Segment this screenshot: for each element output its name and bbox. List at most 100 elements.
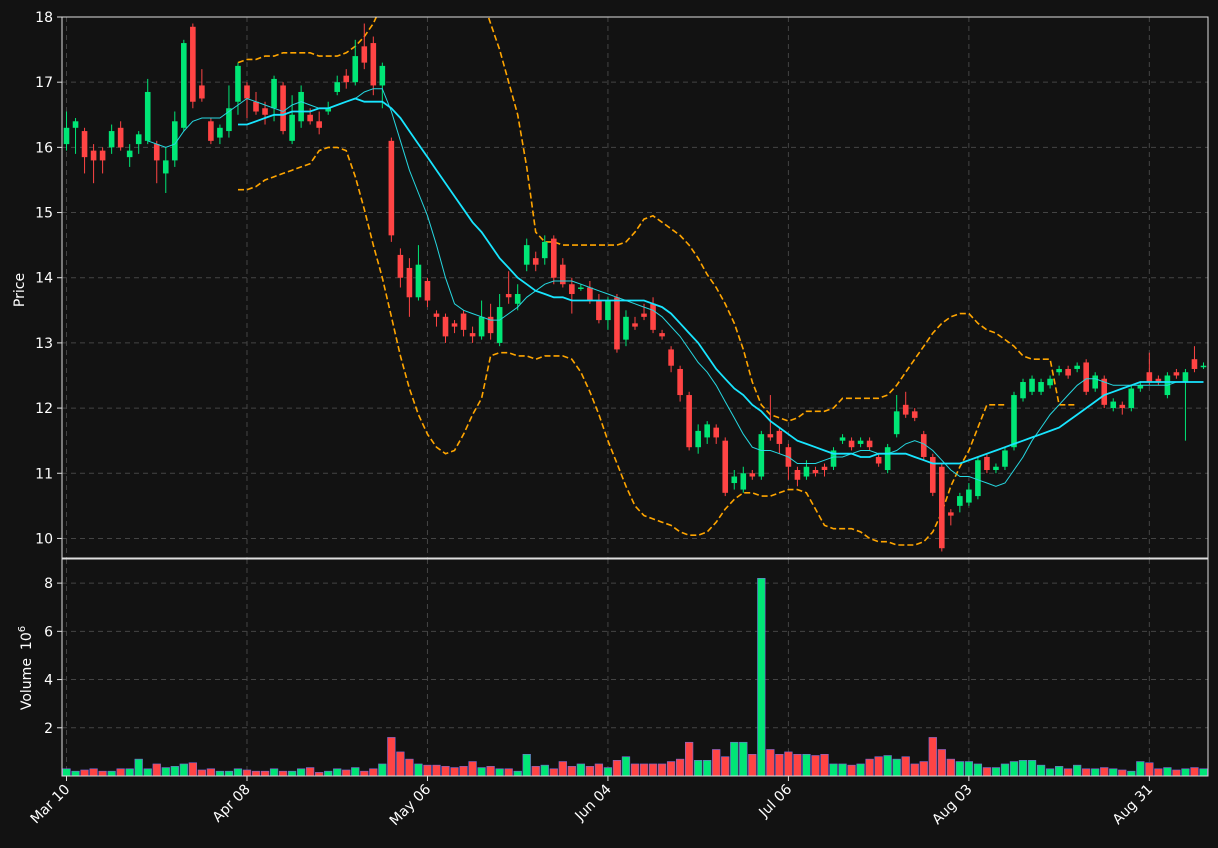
candle-body [379, 65, 386, 86]
candle-body [677, 368, 683, 396]
candle-body [957, 496, 963, 506]
candle-body [884, 447, 891, 471]
volume-bar [603, 767, 613, 777]
candle-body [1191, 359, 1198, 369]
volume-bar [513, 770, 522, 777]
volume-bar [793, 753, 802, 777]
candle-body [1200, 365, 1207, 368]
volume-bar [179, 763, 188, 777]
volume-bar [333, 768, 342, 777]
lower-band-line [238, 146, 1005, 546]
volume-axis-multiplier: 10 [19, 632, 35, 650]
volume-bar [1199, 768, 1208, 777]
candle-body [641, 313, 647, 317]
candle-body [280, 85, 286, 132]
volume-bar [1109, 768, 1118, 777]
candle-body [1137, 385, 1144, 389]
volume-bar [675, 758, 685, 777]
candle-body [514, 294, 521, 304]
candle-body [866, 440, 873, 448]
volume-bar [1082, 768, 1091, 777]
candle-body [199, 85, 205, 99]
candle-body [560, 264, 566, 285]
candle-body [1038, 382, 1044, 392]
volume-plot-frame [61, 558, 1209, 777]
volume-bar [973, 763, 983, 777]
volume-bar [188, 762, 197, 777]
volume-bar [1136, 761, 1145, 777]
candle-body [1182, 372, 1189, 383]
candle-body [388, 140, 395, 236]
price-y-tick-label: 13 [35, 336, 53, 352]
volume-bar [269, 768, 279, 777]
volume-bar [883, 755, 892, 777]
candle-body [90, 150, 97, 161]
volume-bar [107, 770, 116, 777]
candle-body [451, 323, 458, 327]
candle-body [469, 333, 476, 337]
candle-body [487, 316, 494, 334]
volume-bar [387, 737, 396, 777]
candle-body [984, 456, 990, 471]
volume-bar [703, 760, 712, 777]
volume-bar [369, 768, 378, 777]
candle-body [433, 313, 440, 317]
volume-bar [1073, 764, 1082, 777]
candle-body [875, 456, 882, 464]
x-tick-label: Aug 31 [1110, 782, 1156, 828]
candle-body [135, 134, 142, 145]
candle-body [343, 75, 350, 83]
candle-body [171, 121, 178, 161]
candle-body [162, 160, 169, 174]
candle-body [830, 450, 837, 467]
candle-body [740, 473, 747, 490]
candle-body [370, 43, 377, 86]
volume-bar [928, 737, 937, 777]
candle-body [605, 300, 611, 321]
volume-bar [802, 753, 811, 777]
candle-body [839, 437, 846, 441]
candle-body [532, 258, 539, 265]
candle-body [1002, 450, 1008, 467]
volume-bar [856, 763, 865, 777]
volume-bar [468, 761, 477, 777]
candle-body [993, 466, 999, 471]
volume-bar [666, 761, 676, 777]
candle-body [704, 424, 710, 438]
volume-bar [98, 770, 107, 777]
volume-bar [567, 766, 576, 777]
candle-body [81, 131, 88, 158]
volume-bar [766, 749, 775, 777]
volume-bar [748, 753, 757, 777]
candle-body [289, 114, 295, 141]
candle-body [307, 114, 313, 122]
candle-body [722, 440, 729, 493]
volume-bar [251, 770, 261, 777]
volume-bar [531, 766, 540, 777]
volume-bar [324, 770, 333, 777]
candle-body [659, 333, 665, 337]
candlestick-series [63, 23, 1207, 552]
candle-body [686, 395, 692, 448]
moving-average-lines [147, 88, 1204, 487]
volume-bar [621, 756, 631, 777]
volume-bar [1054, 766, 1064, 777]
volume-bar [351, 767, 360, 777]
volume-axis-exponent: 6 [17, 626, 28, 632]
candle-body [1020, 382, 1026, 399]
candle-body [812, 470, 819, 474]
x-tick-label: Apr 08 [210, 782, 254, 826]
candle-body [848, 440, 855, 448]
volume-bar [396, 751, 405, 777]
candle-body [749, 473, 756, 477]
volume-bar [775, 753, 784, 777]
volume-bar [1163, 767, 1172, 777]
candle-body [442, 316, 449, 337]
volume-bar [495, 768, 504, 777]
volume-bar [919, 761, 928, 777]
volume-y-tick-labels: 2 4 6 8 [44, 576, 62, 737]
candle-body [1146, 372, 1153, 383]
price-y-tick-label: 10 [35, 531, 53, 547]
volume-bar [612, 760, 622, 777]
